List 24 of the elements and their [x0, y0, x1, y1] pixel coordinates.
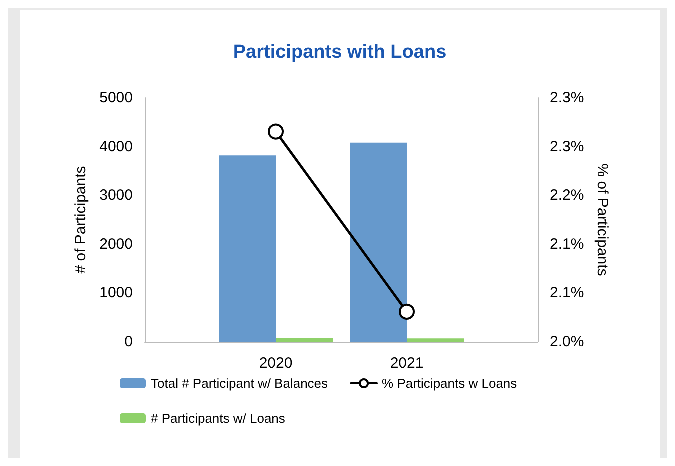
y-axis-title: # of Participants	[72, 166, 90, 274]
y2-tick-label: 2.3%	[550, 90, 584, 106]
bar	[407, 338, 464, 342]
y2-axis-title: % of Participants	[594, 164, 612, 276]
y-tick-label: 0	[124, 334, 133, 350]
y-tick-label: 4000	[100, 138, 133, 156]
y-tick-label: 2000	[100, 236, 133, 253]
legend-label: % Participants w Loans	[382, 376, 518, 391]
y2-tick-label: 2.1%	[550, 284, 584, 302]
legend-label: Total # Participant w/ Balances	[151, 376, 329, 391]
bar	[276, 338, 333, 342]
y2-tick-label: 2.3%	[550, 138, 584, 156]
y2-tick-label: 2.0%	[550, 334, 584, 350]
legend-label: # Participants w/ Loans	[151, 411, 286, 426]
x-tick-label: 2020	[259, 355, 293, 372]
bar	[219, 156, 276, 342]
y-tick-label: 1000	[100, 284, 133, 302]
x-tick-label: 2021	[390, 355, 424, 372]
chart-title: Participants with Loans	[233, 42, 447, 63]
y-tick-label: 3000	[100, 187, 133, 204]
bar	[350, 142, 407, 342]
y2-tick-label: 2.2%	[550, 187, 584, 204]
y-tick-label: 5000	[100, 90, 133, 106]
y2-tick-label: 2.1%	[550, 236, 584, 253]
